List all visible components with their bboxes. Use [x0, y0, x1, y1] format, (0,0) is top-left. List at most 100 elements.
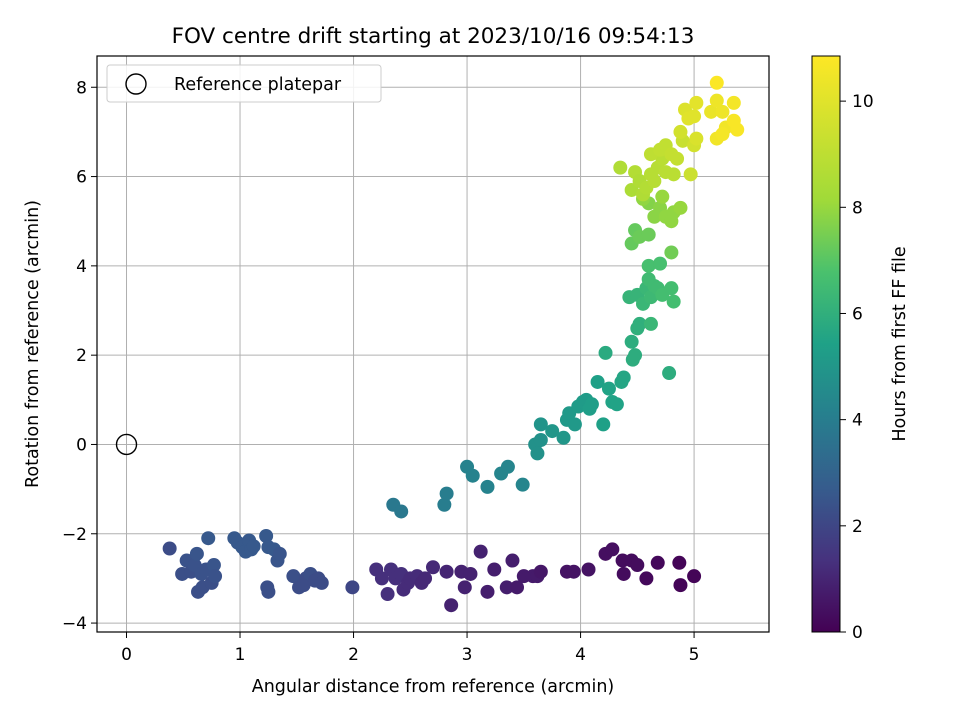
reference-marker [115, 433, 138, 456]
data-point [545, 424, 560, 439]
data-point [639, 571, 654, 586]
data-point [613, 160, 628, 175]
data-point [480, 479, 495, 494]
data-point [533, 417, 548, 432]
data-point [533, 564, 548, 579]
data-point [314, 575, 329, 590]
data-point [380, 587, 395, 602]
data-point [556, 430, 571, 445]
data-point [653, 256, 668, 271]
x-tick-label: 5 [689, 645, 700, 665]
reference-point [115, 433, 138, 456]
data-point [687, 569, 702, 584]
data-point [465, 468, 480, 483]
data-point [630, 558, 645, 573]
data-point [510, 580, 524, 595]
x-tick-label: 0 [121, 645, 132, 665]
legend-entry-reference: Reference platepar [174, 75, 342, 95]
data-point [189, 546, 204, 561]
data-point [590, 374, 605, 389]
data-point [605, 542, 620, 557]
colorbar-tick-label: 0 [852, 623, 863, 643]
data-point [272, 546, 287, 561]
data-point [567, 417, 582, 432]
data-point [533, 433, 548, 447]
data-point [647, 174, 662, 189]
data-point [670, 151, 685, 166]
data-point [439, 486, 454, 501]
data-point [715, 104, 730, 119]
data-point [601, 381, 616, 396]
data-point [206, 558, 221, 573]
points-layer [162, 75, 745, 613]
chart-title: FOV centre drift starting at 2023/10/16 … [172, 24, 695, 49]
x-axis-label: Angular distance from reference (arcmin) [252, 677, 615, 697]
data-point [630, 321, 645, 336]
colorbar-tick-label: 4 [852, 411, 863, 431]
data-point [345, 580, 360, 595]
data-point [664, 281, 679, 296]
data-point [463, 566, 478, 581]
colorbar-label: Hours from first FF file [890, 246, 910, 441]
data-point [672, 555, 687, 570]
legend-box [106, 64, 382, 103]
x-tick-label: 4 [575, 645, 586, 665]
colorbar: 0 2 4 6 8 10 Hours from first FF file [811, 55, 910, 643]
data-point [643, 316, 658, 331]
y-tick-label: 6 [76, 168, 87, 188]
data-point [246, 539, 261, 554]
y-axis: −4 −2 0 2 4 6 8 [62, 78, 97, 634]
data-point [515, 477, 530, 492]
data-point [641, 227, 656, 242]
data-point [259, 529, 274, 543]
y-tick-label: −2 [62, 525, 87, 545]
x-tick-label: 2 [348, 645, 359, 665]
data-point [394, 504, 409, 519]
data-point [584, 397, 599, 412]
data-point [286, 569, 301, 584]
data-point [715, 127, 730, 142]
data-point [624, 182, 639, 197]
data-point [689, 131, 704, 146]
data-point [655, 189, 670, 204]
data-point [374, 571, 389, 586]
data-point [650, 555, 665, 570]
data-point [208, 569, 223, 584]
data-point [505, 553, 520, 568]
data-point [480, 584, 495, 599]
y-tick-label: 4 [76, 257, 87, 277]
data-point [709, 93, 724, 108]
data-point [664, 245, 679, 260]
data-point [426, 560, 440, 575]
data-point [444, 598, 459, 613]
data-point [726, 95, 741, 110]
data-point [609, 397, 624, 412]
data-point [530, 446, 545, 461]
data-point [439, 564, 454, 579]
colorbar-tick-label: 10 [852, 92, 874, 112]
data-point [673, 200, 688, 215]
data-point [201, 531, 216, 546]
data-point [641, 258, 656, 273]
data-point [704, 104, 719, 119]
data-point [473, 544, 488, 559]
x-tick-label: 3 [462, 645, 473, 665]
data-point [687, 109, 702, 124]
data-point [709, 75, 724, 90]
data-point [500, 459, 515, 474]
legend: Reference platepar [106, 64, 382, 103]
legend-marker-icon [125, 73, 147, 95]
y-tick-label: −4 [62, 614, 87, 634]
data-point [487, 562, 502, 577]
data-point [437, 497, 452, 512]
data-point [616, 566, 631, 581]
colorbar-tick-label: 2 [852, 517, 863, 537]
data-point [457, 580, 472, 595]
data-point [625, 352, 640, 367]
data-point [666, 167, 681, 182]
y-tick-label: 2 [76, 346, 87, 366]
data-point [689, 95, 704, 110]
data-point [418, 571, 433, 586]
data-point [566, 564, 581, 579]
